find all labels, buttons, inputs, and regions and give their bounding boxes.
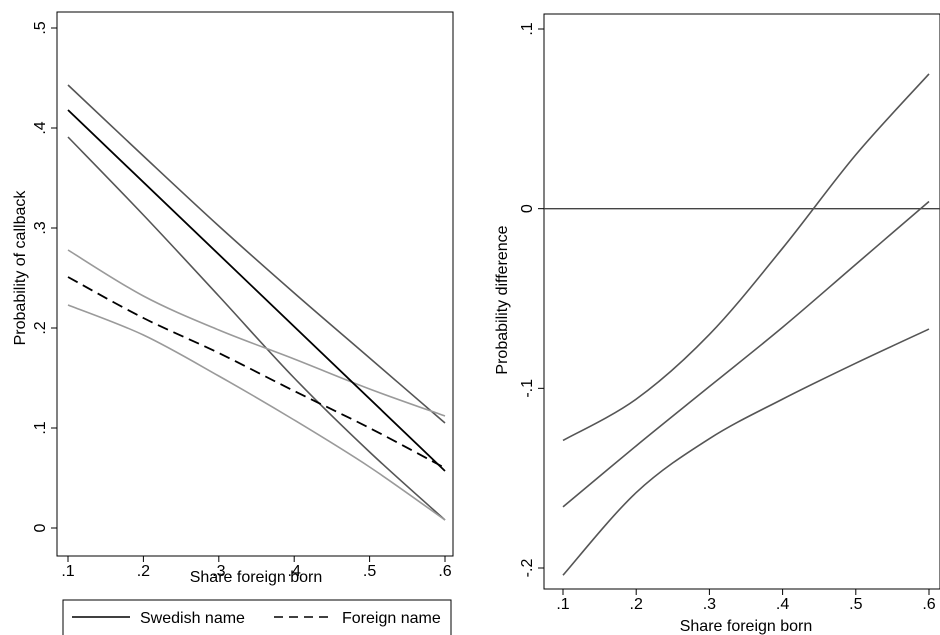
left-y-tick-label: .5 (32, 21, 49, 34)
right-y-tick-label: -.1 (519, 379, 536, 398)
right-y-tick-label: .1 (519, 22, 536, 35)
left-y-axis: 0 .1 .2 .3 .4 .5 (32, 21, 58, 532)
left-swedish-lower-ci-line (67, 136, 446, 521)
left-y-tick-label: .2 (32, 321, 49, 334)
left-y-axis-title: Probability of callback (12, 190, 29, 346)
right-upper-ci-line (562, 73, 930, 442)
legend: Swedish name Foreign name (62, 599, 452, 635)
left-x-axis-title: Share foreign born (190, 569, 323, 586)
right-x-tick-label: .4 (776, 596, 789, 613)
left-foreign-estimate-line (67, 276, 446, 469)
left-foreign-lower-ci-line (67, 304, 446, 521)
left-x-tick-label: .3 (212, 563, 225, 580)
right-plot-frame (543, 13, 940, 590)
left-panel: 0 .1 .2 .3 .4 .5 .1 .2 .3 .4 .5 .6 Share foreign b… (12, 11, 454, 586)
left-y-tick-label: .4 (32, 121, 49, 134)
right-x-axis: .1 .2 .3 .4 .5 .6 (556, 588, 936, 613)
right-x-tick-label: .3 (703, 596, 716, 613)
legend-label-swedish: Swedish name (140, 610, 245, 627)
right-y-axis-title: Probability difference (494, 225, 511, 374)
right-x-tick-label: .2 (630, 596, 643, 613)
right-x-tick-label: .1 (556, 596, 569, 613)
right-series-group (544, 73, 940, 576)
left-y-tick-label: 0 (32, 523, 49, 532)
right-y-tick-label: 0 (519, 204, 536, 213)
left-y-tick-label: .3 (32, 221, 49, 234)
left-swedish-estimate-line (67, 109, 446, 472)
right-y-axis: -.2 -.1 0 .1 (519, 22, 545, 578)
left-x-tick-label: .5 (363, 563, 376, 580)
right-lower-ci-line (562, 328, 930, 576)
left-x-axis: .1 .2 .3 .4 .5 .6 (61, 555, 452, 580)
right-y-tick-label: -.2 (519, 559, 536, 578)
legend-label-foreign: Foreign name (342, 610, 441, 627)
right-panel: -.2 -.1 0 .1 .1 .2 .3 .4 .5 .6 Share foreign bor… (494, 13, 940, 635)
left-x-tick-label: .6 (438, 563, 451, 580)
left-foreign-upper-ci-line (67, 249, 446, 417)
left-series-group (67, 84, 446, 521)
left-x-tick-label: .1 (61, 563, 74, 580)
right-estimate-line (562, 200, 930, 508)
left-x-tick-label: .2 (137, 563, 150, 580)
left-x-tick-label: .4 (288, 563, 301, 580)
left-swedish-upper-ci-line (67, 84, 446, 424)
right-x-tick-label: .5 (849, 596, 862, 613)
left-y-tick-label: .1 (32, 421, 49, 434)
right-x-axis-title: Share foreign born (680, 618, 813, 635)
right-x-tick-label: .6 (922, 596, 935, 613)
legend-box (62, 599, 452, 635)
